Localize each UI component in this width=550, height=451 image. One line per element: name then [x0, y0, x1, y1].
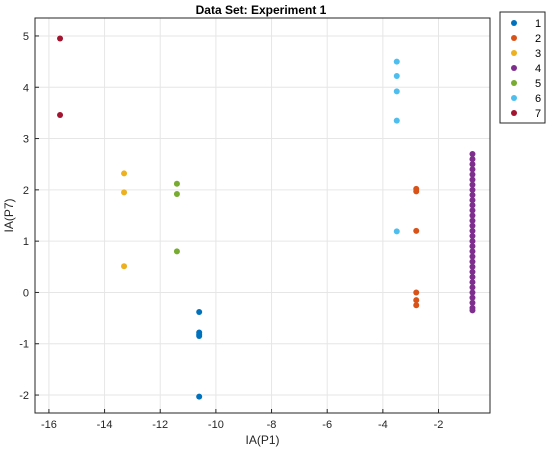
- data-point-series-5: [173, 180, 180, 187]
- x-tick-label: -8: [267, 419, 277, 431]
- data-point-series-2: [413, 297, 420, 304]
- data-point-series-6: [393, 117, 400, 124]
- x-tick-label: -2: [434, 419, 444, 431]
- data-point-series-4: [469, 284, 476, 291]
- legend-marker: [511, 35, 517, 41]
- data-point-series-4: [469, 217, 476, 224]
- data-points: [57, 35, 476, 400]
- y-tick-label: 5: [23, 31, 29, 43]
- legend-label: 3: [535, 48, 541, 60]
- data-point-series-4: [469, 207, 476, 214]
- data-point-series-4: [469, 227, 476, 234]
- data-point-series-4: [469, 186, 476, 193]
- legend-label: 4: [535, 63, 541, 75]
- data-point-series-3: [121, 170, 128, 177]
- legend: 1 2 3 4 5 6 7: [499, 11, 546, 124]
- data-point-series-7: [57, 35, 64, 42]
- data-point-series-6: [393, 88, 400, 95]
- y-tick-label: 0: [23, 287, 29, 299]
- legend-marker: [511, 80, 517, 86]
- y-tick-label: 4: [23, 82, 29, 94]
- x-tick-label: -16: [41, 419, 57, 431]
- chart-title: Data Set: Experiment 1: [196, 3, 327, 17]
- data-point-series-4: [469, 176, 476, 183]
- data-point-series-5: [173, 190, 180, 197]
- data-point-series-4: [469, 150, 476, 157]
- data-point-series-6: [393, 58, 400, 65]
- data-point-series-2: [413, 227, 420, 234]
- x-tick-label: -12: [152, 419, 168, 431]
- grid-lines: [35, 18, 490, 413]
- legend-label: 2: [535, 33, 541, 45]
- data-point-series-4: [469, 263, 476, 270]
- legend-label: 6: [535, 93, 541, 105]
- data-point-series-4: [469, 212, 476, 219]
- data-point-series-4: [469, 279, 476, 286]
- y-tick-label: 1: [23, 236, 29, 248]
- data-point-series-4: [469, 197, 476, 204]
- data-point-series-6: [393, 72, 400, 79]
- legend-label: 1: [535, 18, 541, 30]
- data-point-series-4: [469, 274, 476, 281]
- y-tick-label: 3: [23, 134, 29, 146]
- data-point-series-4: [469, 181, 476, 188]
- data-point-series-4: [469, 299, 476, 306]
- y-tick-label: -2: [19, 390, 29, 402]
- plot-area: [34, 17, 491, 414]
- data-point-series-7: [57, 111, 64, 118]
- legend-marker: [511, 20, 517, 26]
- data-point-series-5: [173, 248, 180, 255]
- data-point-series-4: [469, 202, 476, 209]
- data-point-series-4: [469, 238, 476, 245]
- data-point-series-2: [413, 302, 420, 309]
- y-axis-ticks: -2 -1 0 1 2 3 4 5: [19, 31, 39, 402]
- legend-marker: [511, 65, 517, 71]
- x-tick-label: -14: [97, 419, 113, 431]
- legend-marker: [511, 50, 517, 56]
- data-point-series-3: [121, 263, 128, 270]
- data-point-series-4: [469, 289, 476, 296]
- x-tick-label: -10: [208, 419, 224, 431]
- x-tick-label: -4: [378, 419, 388, 431]
- legend-marker: [511, 95, 517, 101]
- y-tick-label: 2: [23, 185, 29, 197]
- x-axis-ticks: -16 -14 -12 -10 -8 -6 -4 -2: [41, 409, 443, 431]
- data-point-series-2: [413, 289, 420, 296]
- data-point-series-3: [121, 189, 128, 196]
- data-point-series-4: [469, 233, 476, 240]
- legend-box: [499, 11, 546, 124]
- data-point-series-4: [469, 253, 476, 260]
- legend-marker: [511, 110, 517, 116]
- data-point-series-4: [469, 171, 476, 178]
- data-point-series-1: [196, 393, 203, 400]
- data-point-series-1: [196, 333, 203, 340]
- x-axis-label: IA(P1): [245, 433, 279, 447]
- data-point-series-1: [196, 308, 203, 315]
- data-point-series-4: [469, 294, 476, 301]
- data-point-series-4: [469, 156, 476, 163]
- data-point-series-4: [469, 161, 476, 168]
- data-point-series-4: [469, 243, 476, 250]
- data-point-series-4: [469, 166, 476, 173]
- data-point-series-4: [469, 248, 476, 255]
- data-point-series-4: [469, 307, 476, 314]
- data-point-series-6: [393, 228, 400, 235]
- data-point-series-4: [469, 258, 476, 265]
- x-tick-label: -6: [322, 419, 332, 431]
- legend-label: 7: [535, 108, 541, 120]
- data-point-series-4: [469, 191, 476, 198]
- y-axis-label: IA(P7): [2, 198, 16, 232]
- data-point-series-4: [469, 222, 476, 229]
- y-tick-label: -1: [19, 339, 29, 351]
- legend-label: 5: [535, 78, 541, 90]
- data-point-series-2: [413, 188, 420, 195]
- data-point-series-4: [469, 268, 476, 275]
